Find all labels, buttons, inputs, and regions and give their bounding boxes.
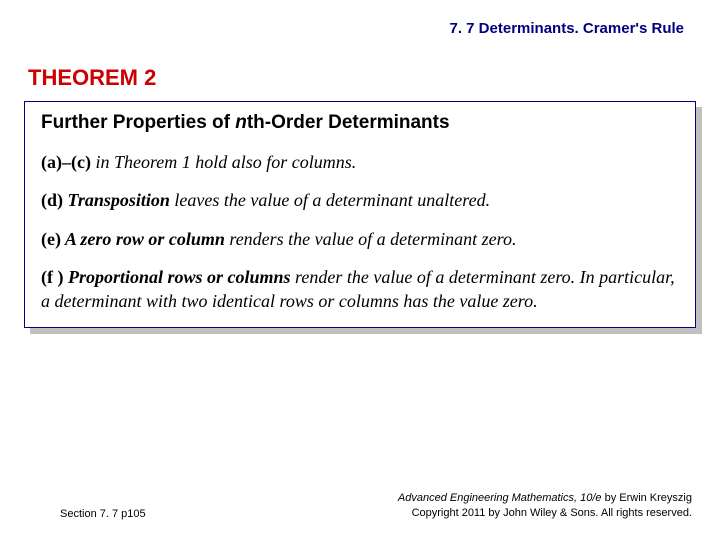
item-label: (a)–(c) [41,152,91,172]
box-title: Further Properties of nth-Order Determin… [41,112,679,134]
box-title-ital: n [235,112,247,133]
footer: Section 7. 7 p105 Advanced Engineering M… [0,491,720,520]
item-label: (e) [41,229,61,249]
footer-left: Section 7. 7 p105 [60,508,146,520]
item-label: (d) [41,190,63,210]
section-header: 7. 7 Determinants. Cramer's Rule [0,0,720,37]
item-term: A zero row or column [61,229,225,249]
item-term: Proportional rows or columns [63,267,290,287]
theorem-box-wrapper: Further Properties of nth-Order Determin… [24,101,696,328]
copyright: Copyright 2011 by John Wiley & Sons. All… [398,506,692,520]
item-f: (f ) Proportional rows or columns render… [41,265,679,314]
box-title-prefix: Further Properties of [41,112,235,133]
item-label: (f ) [41,267,63,287]
book-title: Advanced Engineering Mathematics, 10/e [398,492,602,504]
theorem-box: Further Properties of nth-Order Determin… [24,101,696,328]
item-a-c: (a)–(c) in Theorem 1 hold also for colum… [41,150,679,174]
theorem-label: THEOREM 2 [0,37,720,101]
book-author: by Erwin Kreyszig [602,492,692,504]
box-title-suffix: th-Order Determinants [247,112,450,133]
item-d: (d) Transposition leaves the value of a … [41,188,679,212]
footer-right: Advanced Engineering Mathematics, 10/e b… [398,491,692,520]
item-e: (e) A zero row or column renders the val… [41,227,679,251]
item-text: renders the value of a determinant zero. [225,229,517,249]
item-text: in Theorem 1 hold also for columns. [91,152,356,172]
item-text: leaves the value of a determinant unalte… [170,190,490,210]
item-term: Transposition [63,190,170,210]
